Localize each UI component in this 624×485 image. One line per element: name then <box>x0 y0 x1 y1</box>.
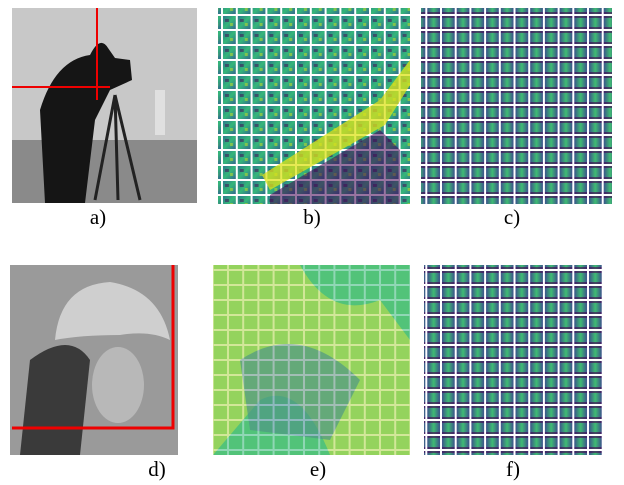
panel-label: c) <box>504 205 520 229</box>
photo-cameraman <box>12 8 197 203</box>
panel-label: a) <box>90 205 106 229</box>
photo-lena <box>10 265 178 455</box>
feature-grid <box>421 8 612 204</box>
feature-grid <box>218 8 410 204</box>
feature-grid <box>213 265 410 455</box>
panel-label: e) <box>310 457 326 481</box>
feature-grid <box>424 265 602 455</box>
panel-label: d) <box>148 457 166 481</box>
figure: a) b) c) d) e) f) <box>0 0 624 485</box>
panel-label: f) <box>506 457 520 481</box>
panel-label: b) <box>303 205 321 229</box>
